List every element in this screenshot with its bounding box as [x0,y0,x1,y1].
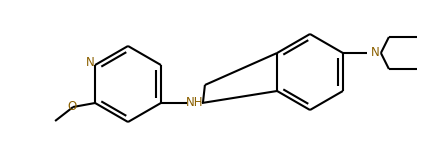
Text: NH: NH [186,97,204,109]
Text: O: O [68,100,77,114]
Text: N: N [371,47,379,59]
Text: N: N [86,57,94,69]
